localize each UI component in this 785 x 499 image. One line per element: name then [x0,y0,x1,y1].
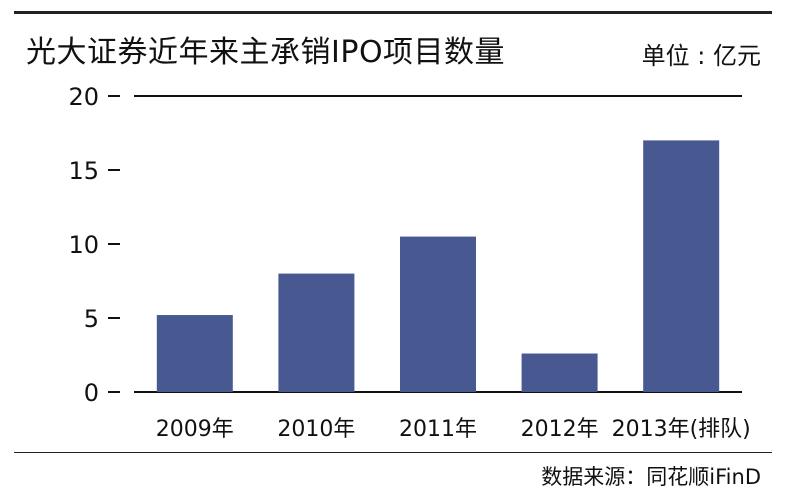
source-note: 数据来源：同花顺iFinD [541,465,761,489]
bar [521,353,598,392]
top-rule [14,11,772,14]
y-tick-label: 15 [68,157,99,185]
bar [278,273,355,392]
bar [156,315,233,392]
x-tick-label: 2012年 [521,417,599,442]
bar [643,140,720,392]
y-tick-label: 10 [68,231,99,259]
chart-title: 光大证券近年来主承销IPO项目数量 [26,35,506,70]
x-tick-label: 2011年 [399,417,477,442]
y-tick-label: 20 [68,83,99,111]
bar [400,236,476,392]
unit-label: 单位 : 亿元 [641,42,761,70]
x-tick-label: 2010年 [277,417,355,442]
y-tick-label: 0 [84,379,99,407]
bottom-rule [14,452,772,453]
x-tick-label: 2013年(排队) [612,417,751,442]
y-tick-label: 5 [84,305,99,333]
x-tick-label: 2009年 [156,417,234,442]
